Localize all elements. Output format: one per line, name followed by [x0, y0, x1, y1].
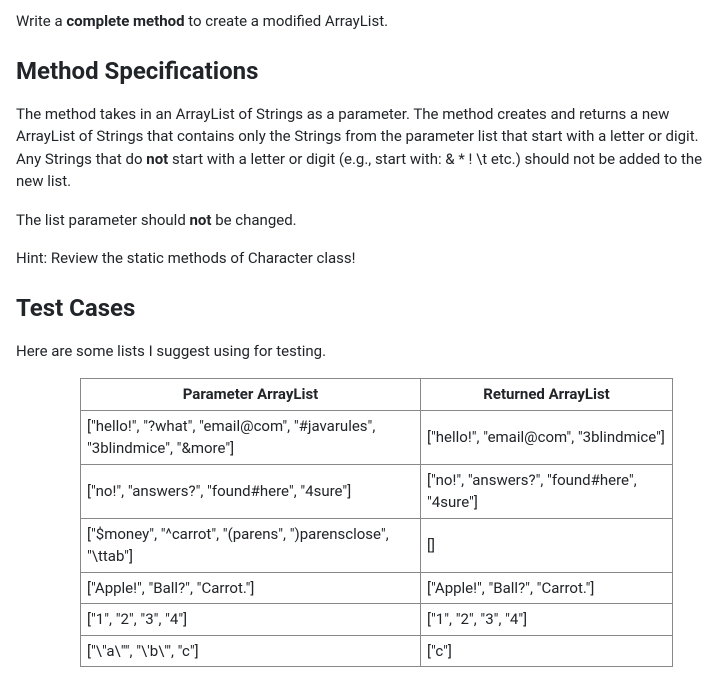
spec-p2-a: The list parameter should [16, 211, 190, 229]
spec-p2-bold: not [190, 211, 212, 229]
table-row: ["Apple!", "Ball?", "Carrot."]["Apple!",… [81, 572, 673, 604]
spec-paragraph-2: The list parameter should not be changed… [16, 209, 712, 232]
table-header-row: Parameter ArrayList Returned ArrayList [81, 379, 673, 411]
test-paragraph-1: Here are some lists I suggest using for … [16, 340, 712, 363]
test-cases-table: Parameter ArrayList Returned ArrayList [… [80, 378, 673, 667]
table-row: ["no!", "answers?", "found#here", "4sure… [81, 464, 673, 518]
table-cell-return: ["no!", "answers?", "found#here", "4sure… [421, 464, 673, 518]
table-header-param: Parameter ArrayList [81, 379, 421, 411]
intro-bold: complete method [66, 12, 184, 30]
table-cell-param: ["$money", "^carrot", "(parens", ")paren… [81, 518, 421, 572]
table-cell-return: ["c"] [421, 635, 673, 667]
table-cell-param: ["\"a\"", "\'b\'", "c"] [81, 635, 421, 667]
spec-p1-bold: not [146, 150, 168, 168]
method-specifications-heading: Method Specifications [16, 53, 712, 89]
spec-paragraph-1: The method takes in an ArrayList of Stri… [16, 103, 712, 193]
intro-prefix: Write a [16, 12, 66, 30]
table-row: ["$money", "^carrot", "(parens", ")paren… [81, 518, 673, 572]
table-cell-param: ["hello!", "?what", "email@com", "#javar… [81, 410, 421, 464]
table-row: ["hello!", "?what", "email@com", "#javar… [81, 410, 673, 464]
table-cell-param: ["1", "2", "3", "4"] [81, 604, 421, 636]
table-cell-param: ["no!", "answers?", "found#here", "4sure… [81, 464, 421, 518]
table-cell-return: ["Apple!", "Ball?", "Carrot."] [421, 572, 673, 604]
table-cell-return: ["1", "2", "3", "4"] [421, 604, 673, 636]
table-row: ["\"a\"", "\'b\'", "c"]["c"] [81, 635, 673, 667]
intro-suffix: to create a modified ArrayList. [185, 12, 389, 30]
test-cases-heading: Test Cases [16, 290, 712, 326]
table-row: ["1", "2", "3", "4"]["1", "2", "3", "4"] [81, 604, 673, 636]
intro-paragraph: Write a complete method to create a modi… [16, 10, 712, 33]
table-cell-return: ["hello!", "email@com", "3blindmice"] [421, 410, 673, 464]
table-cell-return: [] [421, 518, 673, 572]
spec-paragraph-3: Hint: Review the static methods of Chara… [16, 247, 712, 270]
table-cell-param: ["Apple!", "Ball?", "Carrot."] [81, 572, 421, 604]
table-header-return: Returned ArrayList [421, 379, 673, 411]
spec-p2-b: be changed. [211, 211, 296, 229]
